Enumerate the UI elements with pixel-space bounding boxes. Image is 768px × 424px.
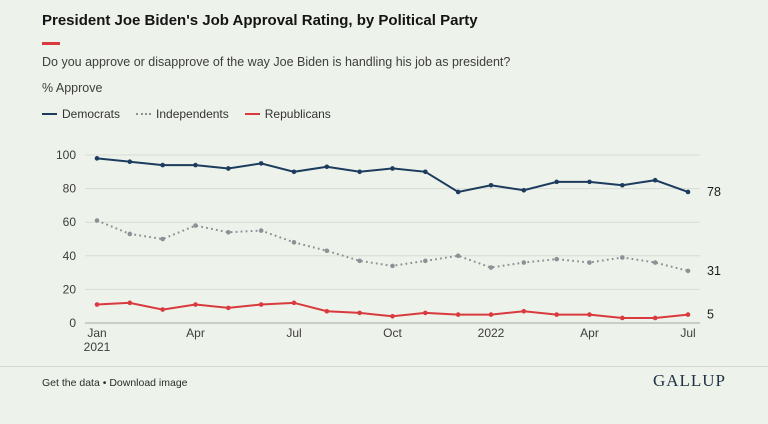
legend-label-democrats: Democrats <box>62 107 121 121</box>
svg-text:Jul: Jul <box>286 326 301 340</box>
chart-subtitle: Do you approve or disapprove of the way … <box>42 55 511 69</box>
svg-text:2022: 2022 <box>478 326 505 340</box>
series-independents: 31 <box>94 218 721 278</box>
svg-text:31: 31 <box>707 264 721 278</box>
metric-label: % Approve <box>42 81 103 95</box>
gallup-logo: GALLUP <box>652 371 726 390</box>
republicans-line-swatch <box>244 113 260 115</box>
page-title: President Joe Biden's Job Approval Ratin… <box>42 12 478 29</box>
legend-item-independents: Independents <box>136 107 229 121</box>
svg-text:Apr: Apr <box>580 326 599 340</box>
svg-text:40: 40 <box>63 249 77 263</box>
svg-text:2021: 2021 <box>84 340 111 354</box>
svg-text:Jul: Jul <box>680 326 695 340</box>
chart-legend: Democrats Independents Republicans <box>42 107 331 121</box>
svg-text:0: 0 <box>69 316 76 330</box>
svg-text:78: 78 <box>707 185 721 199</box>
legend-item-democrats: Democrats <box>42 107 120 121</box>
svg-text:80: 80 <box>63 182 77 196</box>
independents-line-swatch <box>136 113 152 115</box>
svg-text:60: 60 <box>63 215 77 229</box>
footer-links: Get the data • Download image <box>42 377 188 389</box>
svg-text:20: 20 <box>63 282 77 296</box>
svg-text:Apr: Apr <box>186 326 205 340</box>
svg-text:5: 5 <box>707 308 714 322</box>
footer-divider <box>0 366 768 367</box>
legend-label-independents: Independents <box>156 107 229 121</box>
series-republicans: 5 <box>94 300 714 322</box>
legend-item-republicans: Republicans <box>244 107 331 121</box>
series-democrats: 78 <box>94 156 721 199</box>
title-accent-rule <box>42 42 60 45</box>
download-image-link[interactable]: Download image <box>109 377 188 389</box>
democrats-line-swatch <box>42 113 57 115</box>
footer-link-separator: • <box>99 377 110 389</box>
legend-label-republicans: Republicans <box>264 107 331 121</box>
svg-text:100: 100 <box>56 148 76 162</box>
svg-text:Oct: Oct <box>383 326 402 340</box>
svg-text:Jan: Jan <box>87 326 106 340</box>
get-the-data-link[interactable]: Get the data <box>42 377 100 389</box>
